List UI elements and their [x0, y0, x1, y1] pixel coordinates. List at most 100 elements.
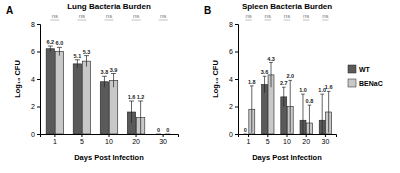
bar [55, 52, 63, 135]
data-label: 6.0 [56, 40, 64, 46]
x-axis-title: Days Post Infection [74, 153, 144, 162]
y-tick-mark [37, 79, 40, 80]
significance-label: ns [106, 13, 112, 19]
x-axis-line [41, 135, 179, 138]
error-stem [271, 63, 272, 88]
significance-line [77, 20, 86, 21]
y-tick: 6 [229, 48, 238, 55]
y-tick-mark [235, 134, 238, 135]
error-stem [50, 46, 51, 52]
error-bar [138, 101, 143, 134]
x-tick: 20 [132, 134, 140, 145]
error-cap [327, 91, 331, 92]
y-tick-label: 6 [31, 48, 35, 55]
panel: 024681510203003.62.71.01.01.84.32.00.81.… [204, 2, 383, 162]
y-tick-label: 0 [229, 131, 233, 138]
legend-label: WT [359, 66, 371, 73]
x-tick-mark [163, 134, 164, 137]
y-tick-mark [37, 134, 40, 135]
significance-label: ns [245, 13, 251, 19]
bar [100, 82, 108, 134]
bar [109, 80, 117, 134]
y-tick-mark [235, 52, 238, 53]
error-cap [288, 80, 292, 81]
significance-line [322, 20, 328, 21]
error-stem [131, 101, 132, 123]
x-tick-label: 5 [80, 138, 84, 145]
significance-label: ns [303, 13, 309, 19]
error-cap [129, 101, 134, 102]
x-axis-title: Days Post Infection [252, 153, 322, 162]
data-label: 3.8 [101, 69, 109, 75]
x-tick: 30 [159, 134, 167, 145]
x-tick-mark [54, 134, 55, 137]
data-label: 1.8 [248, 79, 256, 85]
y-tick: 2 [31, 103, 40, 110]
error-cap [102, 76, 107, 77]
error-stem [290, 80, 291, 132]
x-axis: 15102030 [41, 134, 179, 145]
data-label: 5.1 [74, 53, 82, 59]
error-bar [156, 134, 161, 135]
x-tick-mark [325, 134, 326, 137]
x-tick-mark [306, 134, 307, 137]
error-cap [244, 134, 248, 135]
error-cap [263, 76, 267, 77]
error-bar [282, 87, 286, 106]
significance-line [265, 20, 271, 21]
error-stem [77, 60, 78, 68]
y-tick-label: 4 [229, 76, 233, 83]
significance-label: ns [265, 13, 271, 19]
chart-title: Lung Bacteria Burden [67, 2, 151, 11]
chart-title: Spleen Bacteria Burden [242, 2, 332, 11]
error-cap [301, 94, 305, 95]
error-bar [84, 56, 89, 67]
data-label: 0 [166, 127, 169, 133]
x-tick-label: 30 [322, 138, 330, 145]
significance-label: ns [79, 13, 85, 19]
data-label: 3.9 [110, 67, 118, 73]
significance-line [284, 20, 290, 21]
x-tick: 1 [247, 134, 251, 145]
y-tick-label: 2 [229, 103, 233, 110]
y-tick-mark [235, 24, 238, 25]
error-stem [328, 91, 329, 132]
error-bar [111, 74, 116, 88]
x-tick-label: 20 [302, 138, 310, 145]
error-cap [75, 59, 80, 60]
data-label: 1.6 [128, 94, 136, 100]
y-tick: 6 [31, 48, 40, 55]
error-cap [250, 85, 254, 86]
y-tick-mark [235, 79, 238, 80]
bar [154, 134, 162, 135]
x-tick-label: 1 [247, 138, 251, 145]
error-cap [156, 134, 161, 135]
error-cap [165, 134, 170, 135]
significance: nsnsnsnsns [50, 13, 167, 20]
significance-label: ns [52, 13, 58, 19]
data-labels: 6.25.13.81.606.05.33.91.20 [47, 39, 170, 133]
error-stem [251, 86, 252, 133]
error-bar [263, 76, 267, 93]
x-tick-mark [287, 134, 288, 137]
y-tick-mark [37, 107, 40, 108]
y-tick-mark [37, 24, 40, 25]
bar [73, 64, 81, 134]
bar [163, 134, 171, 135]
plot-area [46, 46, 170, 134]
error-bar [48, 46, 53, 52]
y-tick-label: 8 [229, 21, 233, 28]
significance-label: ns [322, 13, 328, 19]
y-axis-line [37, 25, 41, 135]
x-tick: 5 [80, 134, 84, 145]
error-cap [57, 47, 62, 48]
x-axis-line [239, 135, 337, 138]
y-tick-label: 8 [31, 21, 35, 28]
x-tick: 30 [322, 134, 330, 145]
error-cap [111, 73, 116, 74]
error-cap [138, 101, 143, 102]
data-label: 5.3 [83, 49, 91, 55]
x-tick-label: 30 [159, 138, 167, 145]
significance-line [132, 20, 141, 21]
error-bar [288, 80, 292, 132]
